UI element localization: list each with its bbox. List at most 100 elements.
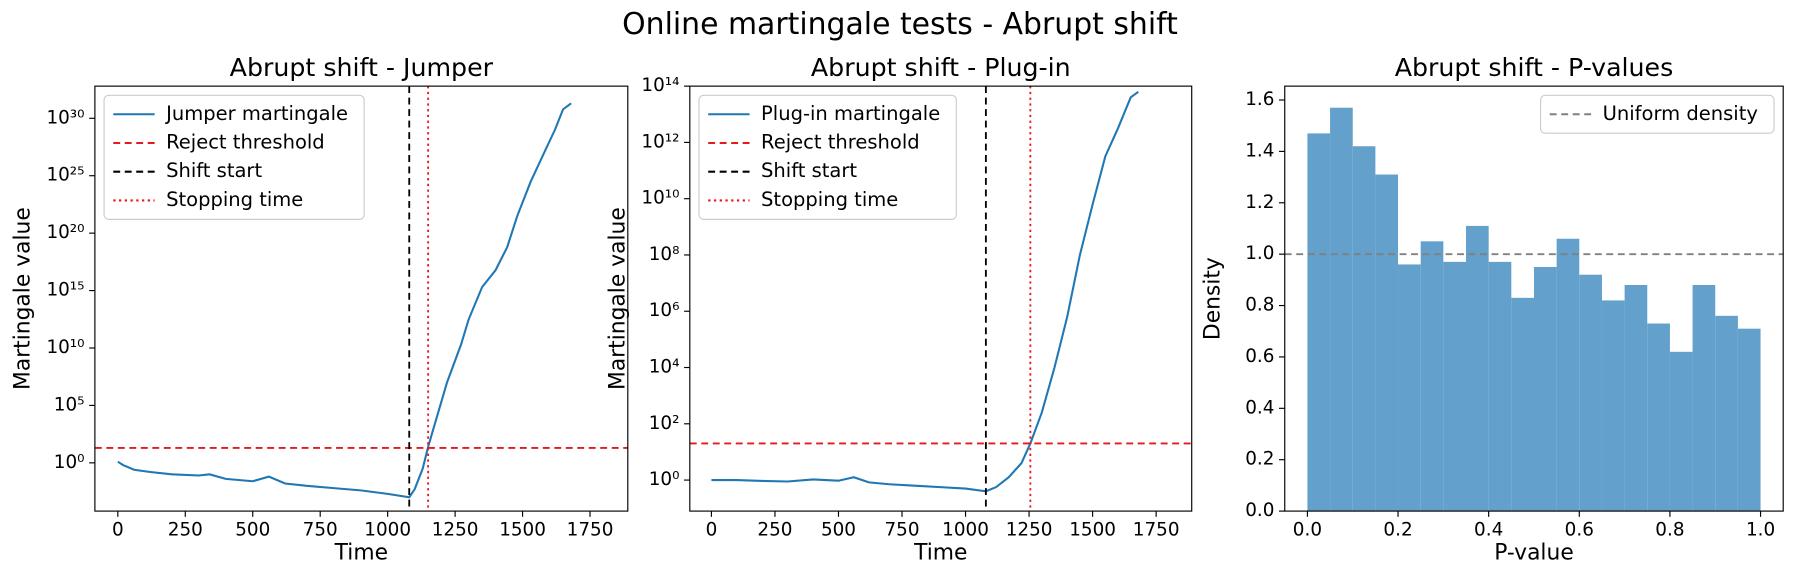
- axes-title: Abrupt shift - Plug-in: [811, 53, 1071, 82]
- y-tick-label: 1.2: [1245, 192, 1274, 213]
- x-tick-label: 1250: [432, 520, 479, 541]
- hist-bar: [1533, 267, 1557, 512]
- x-tick-label: 250: [168, 520, 203, 541]
- hist-bar: [1375, 174, 1399, 512]
- x-tick-label: 1750: [1133, 520, 1180, 541]
- x-tick-label: 0.6: [1565, 520, 1594, 541]
- x-tick-label: 0.2: [1383, 520, 1412, 541]
- x-tick-label: 500: [821, 520, 856, 541]
- hist-bar: [1692, 284, 1716, 512]
- y-tick-label: 0.6: [1245, 346, 1274, 367]
- x-tick-label: 1.0: [1746, 520, 1775, 541]
- x-tick-label: 1000: [364, 520, 411, 541]
- y-tick-label: 10²⁰: [46, 222, 84, 243]
- y-tick-label: 0.0: [1245, 500, 1274, 521]
- legend-label: Uniform density: [1603, 102, 1758, 125]
- y-tick-label: 10⁰: [649, 469, 680, 490]
- x-tick-label: 0.0: [1293, 520, 1322, 541]
- x-tick-label: 1750: [567, 520, 614, 541]
- x-tick-label: 500: [235, 520, 270, 541]
- y-tick-label: 10¹⁵: [46, 280, 84, 301]
- data-line: [117, 102, 572, 499]
- x-axis-label: Time: [334, 541, 388, 566]
- y-tick-label: 0.4: [1245, 397, 1274, 418]
- axes-frame: [1284, 85, 1784, 512]
- hist-bar: [1601, 300, 1625, 512]
- x-tick-label: 0: [112, 520, 124, 541]
- x-tick-label: 750: [884, 520, 919, 541]
- y-tick-label: 1.4: [1245, 140, 1274, 161]
- hist-bar: [1624, 284, 1648, 512]
- legend-box: [1540, 94, 1775, 134]
- y-tick-label: 1.6: [1245, 89, 1274, 110]
- plot-area: [1284, 107, 1784, 512]
- y-tick-label: 10²⁵: [46, 165, 84, 186]
- axes-frame: [689, 85, 1193, 512]
- y-tick-label: 10³⁰: [46, 107, 84, 128]
- legend-box: [103, 94, 365, 220]
- x-tick-label: 0: [706, 520, 718, 541]
- legend-label: Plug-in martingale: [761, 102, 940, 125]
- y-tick-label: 10⁰: [54, 452, 85, 473]
- axes-title: Abrupt shift - P-values: [1395, 53, 1674, 82]
- legend-label: Reject threshold: [166, 130, 325, 153]
- hist-bar: [1669, 351, 1693, 512]
- legend-label: Jumper martingale: [164, 102, 348, 125]
- hist-bar: [1307, 133, 1331, 512]
- figure-title: Online martingale tests - Abrupt shift: [622, 7, 1178, 42]
- hist-bar: [1443, 261, 1467, 512]
- y-tick-label: 10⁸: [649, 244, 680, 265]
- x-tick-label: 1500: [499, 520, 546, 541]
- hist-bar: [1488, 261, 1512, 512]
- y-tick-label: 10²: [649, 413, 680, 434]
- x-tick-label: 750: [303, 520, 338, 541]
- hist-bar: [1647, 323, 1670, 512]
- data-line: [711, 90, 1139, 493]
- hist-bar: [1511, 297, 1534, 512]
- hist-bar: [1737, 328, 1761, 512]
- x-tick-label: 1500: [1069, 520, 1116, 541]
- axes-frame: [94, 85, 629, 512]
- hist-bar: [1330, 107, 1353, 512]
- x-axis-label: Time: [913, 541, 967, 566]
- y-axis-label: Density: [1201, 257, 1226, 340]
- y-tick-label: 10¹⁰: [46, 337, 84, 358]
- hist-bar: [1420, 241, 1444, 512]
- y-tick-label: 0.2: [1245, 449, 1274, 470]
- y-tick-label: 0.8: [1245, 295, 1274, 316]
- hist-bar: [1466, 225, 1489, 512]
- axes-title: Abrupt shift - Jumper: [230, 53, 494, 82]
- hist-bar: [1556, 238, 1580, 512]
- x-tick-label: 0.4: [1474, 520, 1503, 541]
- plot-area: [94, 86, 628, 512]
- y-tick-label: 10⁵: [54, 394, 85, 415]
- y-tick-label: 10⁴: [649, 357, 680, 378]
- hist-bar: [1579, 274, 1602, 512]
- x-tick-label: 0.8: [1655, 520, 1684, 541]
- x-tick-label: 1000: [942, 520, 989, 541]
- legend: Plug-in martingale Reject threshold Shift …: [698, 94, 957, 220]
- y-tick-label: 1.0: [1245, 243, 1274, 264]
- hist-bar: [1398, 264, 1421, 512]
- legend: Jumper martingale Reject threshold Shift s…: [103, 94, 365, 220]
- y-tick-label: 10¹⁰: [641, 188, 679, 209]
- legend-box: [698, 94, 957, 220]
- y-tick-label: 10⁶: [649, 300, 680, 321]
- y-axis-label: Martingale value: [606, 207, 631, 390]
- x-tick-label: 250: [757, 520, 792, 541]
- y-tick-label: 10¹⁴: [641, 75, 679, 96]
- hist-bar: [1715, 315, 1738, 512]
- legend-label: Shift start: [166, 159, 262, 182]
- plot-area: [689, 86, 1192, 512]
- legend-label: Shift start: [761, 159, 857, 182]
- y-axis-label: Martingale value: [11, 207, 36, 390]
- x-tick-label: 1250: [1006, 520, 1053, 541]
- x-axis-label: P-value: [1494, 541, 1574, 566]
- legend-label: Reject threshold: [761, 130, 920, 153]
- legend: Uniform density: [1540, 94, 1775, 134]
- legend-label: Stopping time: [761, 188, 898, 211]
- y-tick-label: 10¹²: [641, 131, 679, 152]
- legend-label: Stopping time: [166, 188, 303, 211]
